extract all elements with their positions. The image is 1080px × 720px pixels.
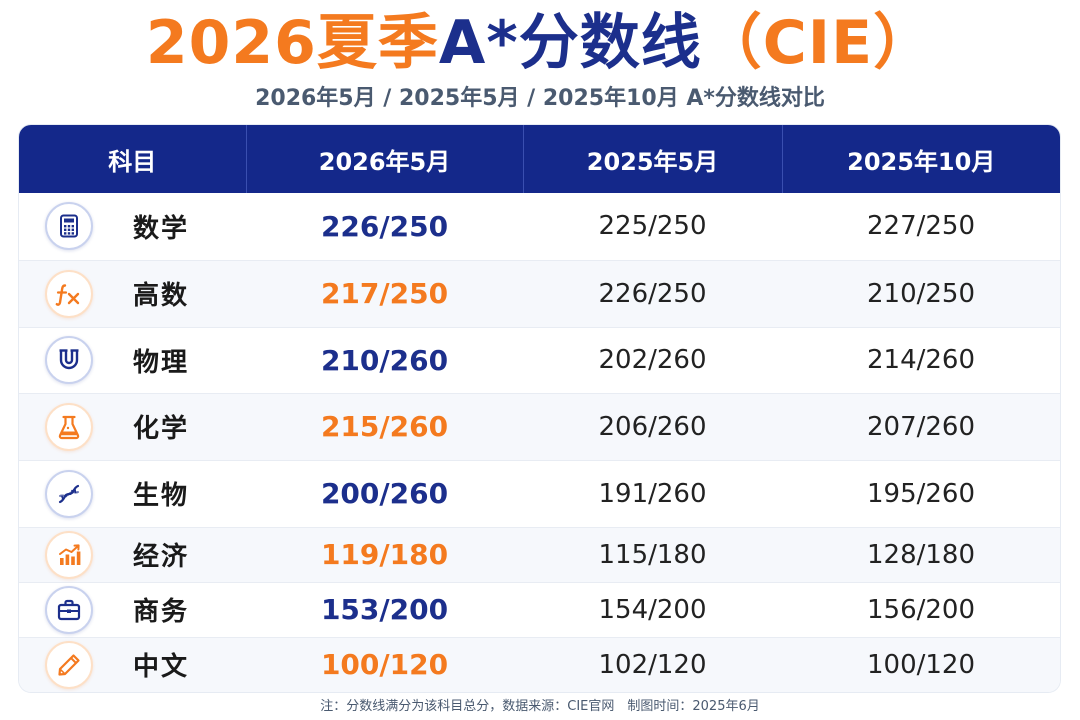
subject-cell: 生物 <box>19 460 246 527</box>
score-oct-2025: 210/250 <box>866 278 975 309</box>
score-may-2026: 153/200 <box>320 593 449 626</box>
column-header-subject: 科目 <box>19 125 247 193</box>
calculator-icon <box>45 202 93 251</box>
score-may-2025: 225/250 <box>598 211 707 242</box>
footer-note: 注：分数线满分为该科目总分，数据来源：CIE官网 制图时间：2025年6月 <box>320 699 760 714</box>
title-year-season: 2026夏季 <box>145 8 439 78</box>
table-row: 生物 200/260 191/260 195/260 <box>19 460 1060 527</box>
subject-label: 高数 <box>133 281 190 311</box>
column-header-oct-2025: 2025年10月 <box>847 147 996 176</box>
score-may-2026: 215/260 <box>320 410 449 443</box>
subject-cell: 数学 <box>19 193 246 260</box>
bar-chart-icon <box>45 530 93 579</box>
score-may-2025: 202/260 <box>598 345 707 375</box>
subject-label: 商务 <box>133 597 190 627</box>
table-row: 中文 100/120 102/120 100/120 <box>19 637 1060 692</box>
subject-cell: 中文 <box>19 637 246 692</box>
score-oct-2025: 214/260 <box>866 345 975 375</box>
score-may-2026: 226/250 <box>320 209 449 243</box>
score-may-2026: 200/260 <box>320 477 449 510</box>
score-oct-2025: 128/180 <box>866 539 975 570</box>
flask-icon <box>45 402 93 451</box>
score-oct-2025: 100/120 <box>866 649 975 680</box>
table-header-row: 科目 2026年5月 2025年5月 2025年10月 <box>19 125 1060 193</box>
score-oct-2025: 195/260 <box>866 478 975 509</box>
subject-label: 中文 <box>133 652 190 683</box>
score-oct-2025: 207/260 <box>866 411 975 442</box>
score-may-2025: 102/120 <box>598 649 707 680</box>
table-row: 物理 210/260 202/260 214/260 <box>19 327 1060 393</box>
score-may-2026: 217/250 <box>320 277 449 310</box>
score-table-card: 科目 2026年5月 2025年5月 2025年10月 数学 226/250 2… <box>19 125 1060 692</box>
table-row: 经济 119/180 115/180 128/180 <box>19 527 1060 582</box>
score-may-2026: 100/120 <box>320 648 449 682</box>
title-grade: A* <box>438 8 519 78</box>
subject-cell: 商务 <box>19 582 246 637</box>
subject-cell: 物理 <box>19 327 246 393</box>
subject-label: 生物 <box>133 481 190 511</box>
score-oct-2025: 227/250 <box>866 211 975 242</box>
score-oct-2025: 156/200 <box>866 594 975 625</box>
score-may-2026: 210/260 <box>320 343 449 377</box>
title-cutoff: 分数线 <box>518 8 702 78</box>
score-may-2025: 226/250 <box>598 278 707 309</box>
subject-label: 经济 <box>133 542 190 572</box>
briefcase-icon <box>45 585 93 634</box>
table-row: 化学 215/260 206/260 207/260 <box>19 393 1060 460</box>
page-subtitle: 2026年5月 / 2025年5月 / 2025年10月 A*分数线对比 <box>255 86 825 111</box>
function-icon <box>45 269 93 318</box>
score-may-2026: 119/180 <box>320 538 449 571</box>
dna-icon <box>45 469 93 518</box>
pencil-icon <box>45 640 93 689</box>
title-board: （CIE） <box>701 8 935 78</box>
score-may-2025: 115/180 <box>598 539 707 570</box>
table-row: 商务 153/200 154/200 156/200 <box>19 582 1060 637</box>
subject-label: 数学 <box>133 213 190 244</box>
magnet-icon <box>45 336 93 384</box>
score-may-2025: 154/200 <box>598 594 707 625</box>
page-title: 2026夏季A*分数线（CIE） <box>0 4 1080 82</box>
subject-label: 物理 <box>133 347 190 378</box>
table-row: 数学 226/250 225/250 227/250 <box>19 193 1060 260</box>
score-may-2025: 191/260 <box>598 478 707 509</box>
column-header-may-2025: 2025年5月 <box>523 125 783 193</box>
score-table: 科目 2026年5月 2025年5月 2025年10月 数学 226/250 2… <box>19 125 1060 692</box>
subject-cell: 经济 <box>19 527 246 582</box>
score-may-2025: 206/260 <box>598 411 707 442</box>
subject-label: 化学 <box>133 414 190 444</box>
subject-cell: 高数 <box>19 260 246 327</box>
table-row: 高数 217/250 226/250 210/250 <box>19 260 1060 327</box>
column-header-may-2026: 2026年5月 <box>246 125 524 193</box>
subject-cell: 化学 <box>19 393 246 460</box>
